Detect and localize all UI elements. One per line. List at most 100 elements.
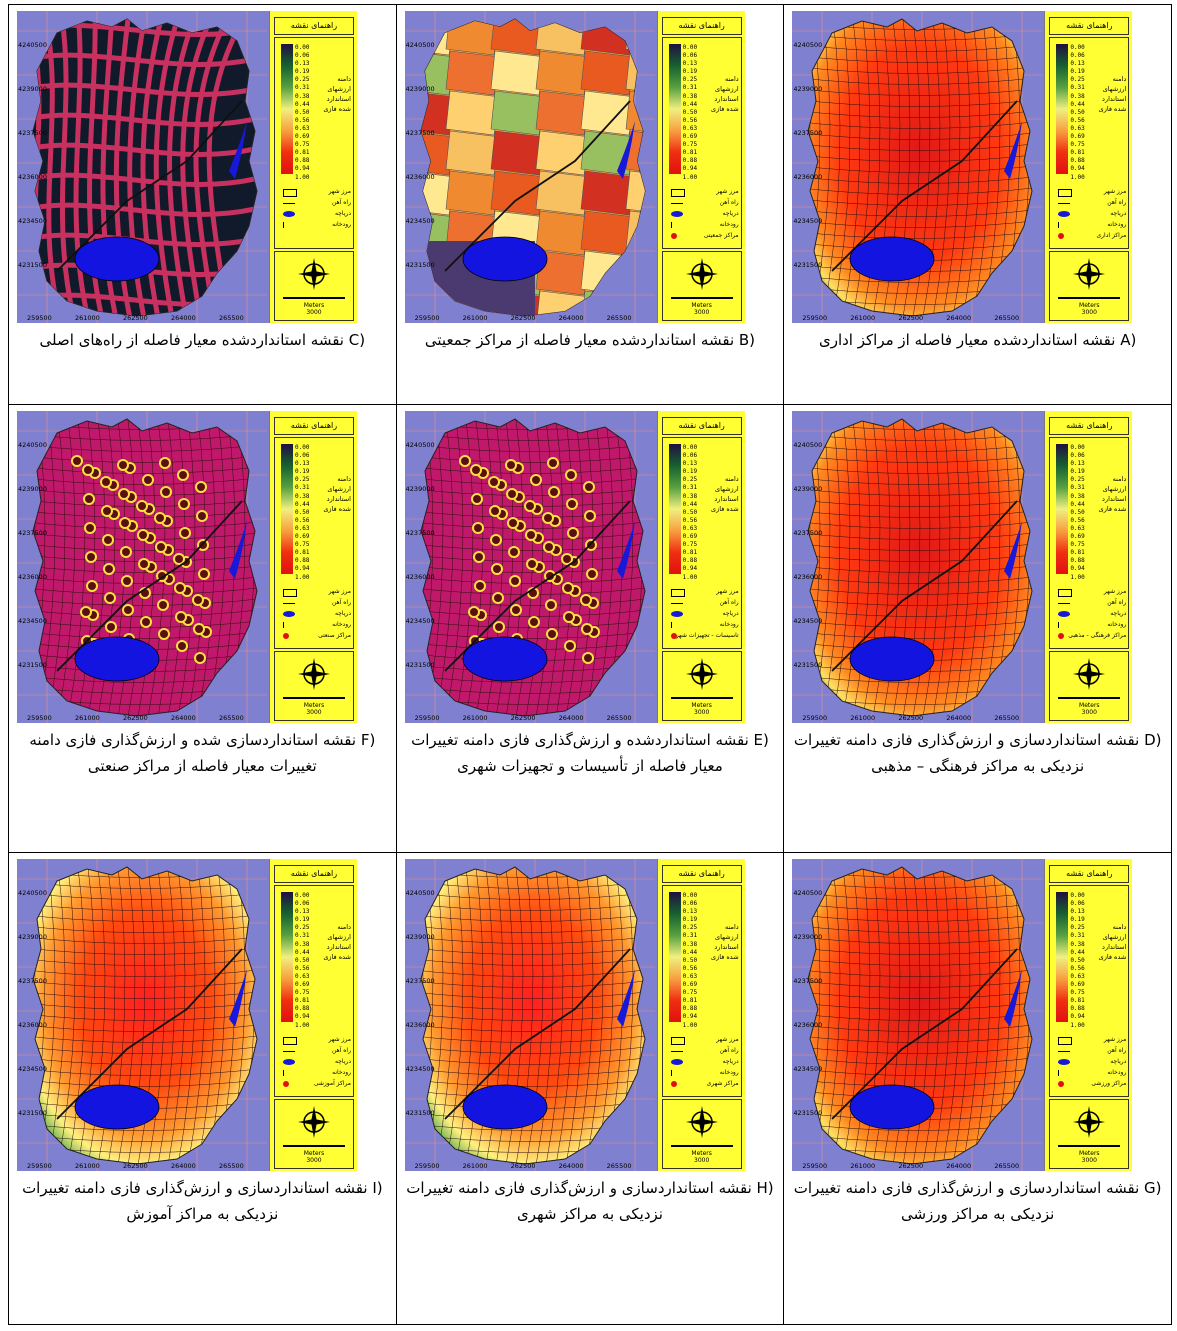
panel-letter: F) <box>360 731 376 749</box>
legend-tick: 0.75 <box>295 141 310 149</box>
legend-tick: 0.94 <box>295 565 310 573</box>
y-tick: 4236000 <box>18 173 47 181</box>
x-tick: 261000 <box>462 314 488 322</box>
legend-title: راهنمای نقشه <box>661 417 742 435</box>
legend-item: راه آهن <box>283 1047 351 1055</box>
legend-tick: 0.00 <box>295 444 310 451</box>
legend-tick: 0.94 <box>682 165 698 173</box>
legend-tick: 0.88 <box>295 157 310 165</box>
x-tick: 265500 <box>994 314 1020 322</box>
legend-tick: 0.56 <box>682 516 698 524</box>
panel-cell: 259500 261000 262500 264000 265500 4240500 423… <box>395 4 785 405</box>
x-tick: 262500 <box>898 714 924 722</box>
y-tick: 4237500 <box>18 977 47 985</box>
legend-tick: 0.31 <box>295 932 310 940</box>
legend-box: 0.00 0.06 0.13 0.19 0.25 0.31 0.38 0.44 0.50 0.56… <box>274 437 354 649</box>
scale-label: Meters 3000 <box>279 302 349 316</box>
legend-tick: 0.81 <box>682 997 698 1005</box>
x-tick: 262500 <box>123 714 148 722</box>
legend-item: مرز شهر <box>283 588 351 597</box>
y-tick: 4239000 <box>18 85 47 93</box>
border-swatch-icon <box>670 189 685 197</box>
legend-tick: 0.00 <box>1070 892 1085 899</box>
compass-icon <box>670 258 733 299</box>
range-label-line: دامنه <box>725 75 739 83</box>
y-tick: 4236000 <box>405 573 435 581</box>
caption-text: نقشه استانداردشده معیار فاصله از راه‌های… <box>39 331 349 349</box>
legend-tick: 0.00 <box>1070 444 1085 451</box>
legend-tick: 0.63 <box>682 124 698 132</box>
panel-caption: C) نقشه استانداردشده معیار فاصله از راه‌… <box>15 327 390 353</box>
legend-tick: 0.19 <box>1070 68 1085 76</box>
panel-cell: 259500 261000 262500 264000 265500 4240500 423… <box>395 852 785 1325</box>
scale-label: Meters 3000 <box>279 1150 349 1164</box>
legend-tick: 0.13 <box>1070 60 1085 68</box>
legend-tick: 0.69 <box>1070 533 1085 541</box>
legend-tick: 0.75 <box>1070 541 1085 549</box>
y-tick: 4231500 <box>18 661 47 669</box>
x-tick: 262500 <box>123 314 148 322</box>
range-label-line: استاندارد <box>1102 495 1127 503</box>
range-label-line: ارزشهای <box>1102 933 1127 941</box>
y-tick: 4237500 <box>18 129 47 137</box>
map-image: 259500 261000 262500 264000 265500 4240500 423… <box>17 11 357 323</box>
map-panel-g: 259500 261000 262500 264000 265500 4240500 423… <box>784 853 1171 1324</box>
panel-caption: D) نقشه استانداردسازی و ارزش‌گذاری فازی … <box>790 727 1165 779</box>
legend-tick: 0.19 <box>295 916 310 924</box>
legend-tick: 0.63 <box>295 972 310 980</box>
legend-item: مراکز شهری <box>670 1080 739 1088</box>
lake-icon <box>283 611 295 617</box>
map-legend: راهنمای نقشه 0.00 0.06 0.13 0.19 0.25 0.31 0.38… <box>1044 411 1133 723</box>
caption-text: نقشه استانداردسازی و ارزش‌گذاری فازی دام… <box>793 1179 1145 1223</box>
legend-tick: 0.38 <box>1070 492 1085 500</box>
scale-label: Meters 3000 <box>667 702 737 716</box>
legend-item: دریاچه <box>670 610 739 618</box>
legend-tick: 0.06 <box>1070 452 1085 460</box>
river-icon <box>670 1070 678 1076</box>
legend-tick: 0.88 <box>1070 1005 1085 1013</box>
map-legend: راهنمای نقشه 0.00 0.06 0.13 0.19 0.25 0.31 0.38… <box>269 11 357 323</box>
legend-item: تاسیسات - تجهیزات شهری <box>670 632 739 639</box>
range-label-line: دامنه <box>337 923 351 931</box>
railway-icon <box>1058 603 1071 610</box>
point-icon <box>1058 233 1065 239</box>
legend-tick: 0.25 <box>682 476 698 484</box>
x-tick: 262500 <box>898 1162 924 1170</box>
legend-tick: 0.75 <box>682 141 698 149</box>
legend-tick: 0.56 <box>682 116 698 124</box>
river-icon <box>283 622 290 628</box>
legend-tick: 0.25 <box>682 924 698 932</box>
scale-label: Meters 3000 <box>279 702 349 716</box>
point-icon <box>670 633 677 639</box>
meters-label: Meters <box>1079 302 1100 309</box>
legend-item: مراکز آموزشی <box>283 1080 351 1088</box>
y-tick: 4237500 <box>405 977 435 985</box>
legend-item: مراکز اداری <box>1058 232 1126 240</box>
range-label: دامنه ارزشهای استاندارد شده فازی <box>705 74 739 114</box>
legend-item: مرز شهر <box>283 188 351 197</box>
legend-item: مرز شهر <box>1058 1036 1126 1045</box>
legend-tick: 0.50 <box>295 956 310 964</box>
legend-box: 0.00 0.06 0.13 0.19 0.25 0.31 0.38 0.44 0.50 0.56… <box>661 885 742 1097</box>
scale-value: 3000 <box>306 309 322 316</box>
legend-tick: 1.00 <box>1070 173 1085 181</box>
x-tick: 264000 <box>946 1162 972 1170</box>
legend-tick: 0.38 <box>1070 92 1085 100</box>
legend-tick: 0.88 <box>682 557 698 565</box>
legend-tick: 1.00 <box>682 173 698 181</box>
lake-icon <box>670 211 683 217</box>
legend-tick: 0.94 <box>682 565 698 573</box>
range-label-line: ارزشهای <box>327 933 351 941</box>
legend-ticks: 0.00 0.06 0.13 0.19 0.25 0.31 0.38 0.44 0.50 0.56… <box>295 444 309 582</box>
legend-tick: 0.94 <box>295 1013 310 1021</box>
y-tick: 4237500 <box>405 529 435 537</box>
legend-item: دریاچه <box>1058 610 1126 618</box>
y-tick: 4239000 <box>18 485 47 493</box>
color-ramp <box>1056 44 1069 174</box>
legend-tick: 0.81 <box>1070 549 1085 557</box>
y-tick: 4239000 <box>793 85 823 93</box>
legend-title: راهنمای نقشه <box>274 17 354 35</box>
legend-tick: 0.25 <box>1070 476 1085 484</box>
y-tick: 4239000 <box>793 485 823 493</box>
border-swatch-icon <box>670 1037 685 1045</box>
